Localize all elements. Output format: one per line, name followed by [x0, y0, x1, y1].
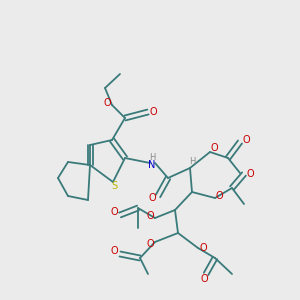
- Text: O: O: [103, 98, 111, 108]
- Text: S: S: [111, 181, 117, 191]
- Text: O: O: [200, 274, 208, 284]
- Text: O: O: [242, 135, 250, 145]
- Text: O: O: [246, 169, 254, 179]
- Text: O: O: [149, 107, 157, 117]
- Text: O: O: [215, 191, 223, 201]
- Text: O: O: [199, 243, 207, 253]
- Text: O: O: [146, 239, 154, 249]
- Text: O: O: [146, 211, 154, 221]
- Text: H: H: [149, 154, 155, 163]
- Text: H: H: [189, 158, 195, 166]
- Text: O: O: [210, 143, 218, 153]
- Text: O: O: [148, 193, 156, 203]
- Text: N: N: [148, 160, 156, 170]
- Text: O: O: [110, 207, 118, 217]
- Text: O: O: [110, 246, 118, 256]
